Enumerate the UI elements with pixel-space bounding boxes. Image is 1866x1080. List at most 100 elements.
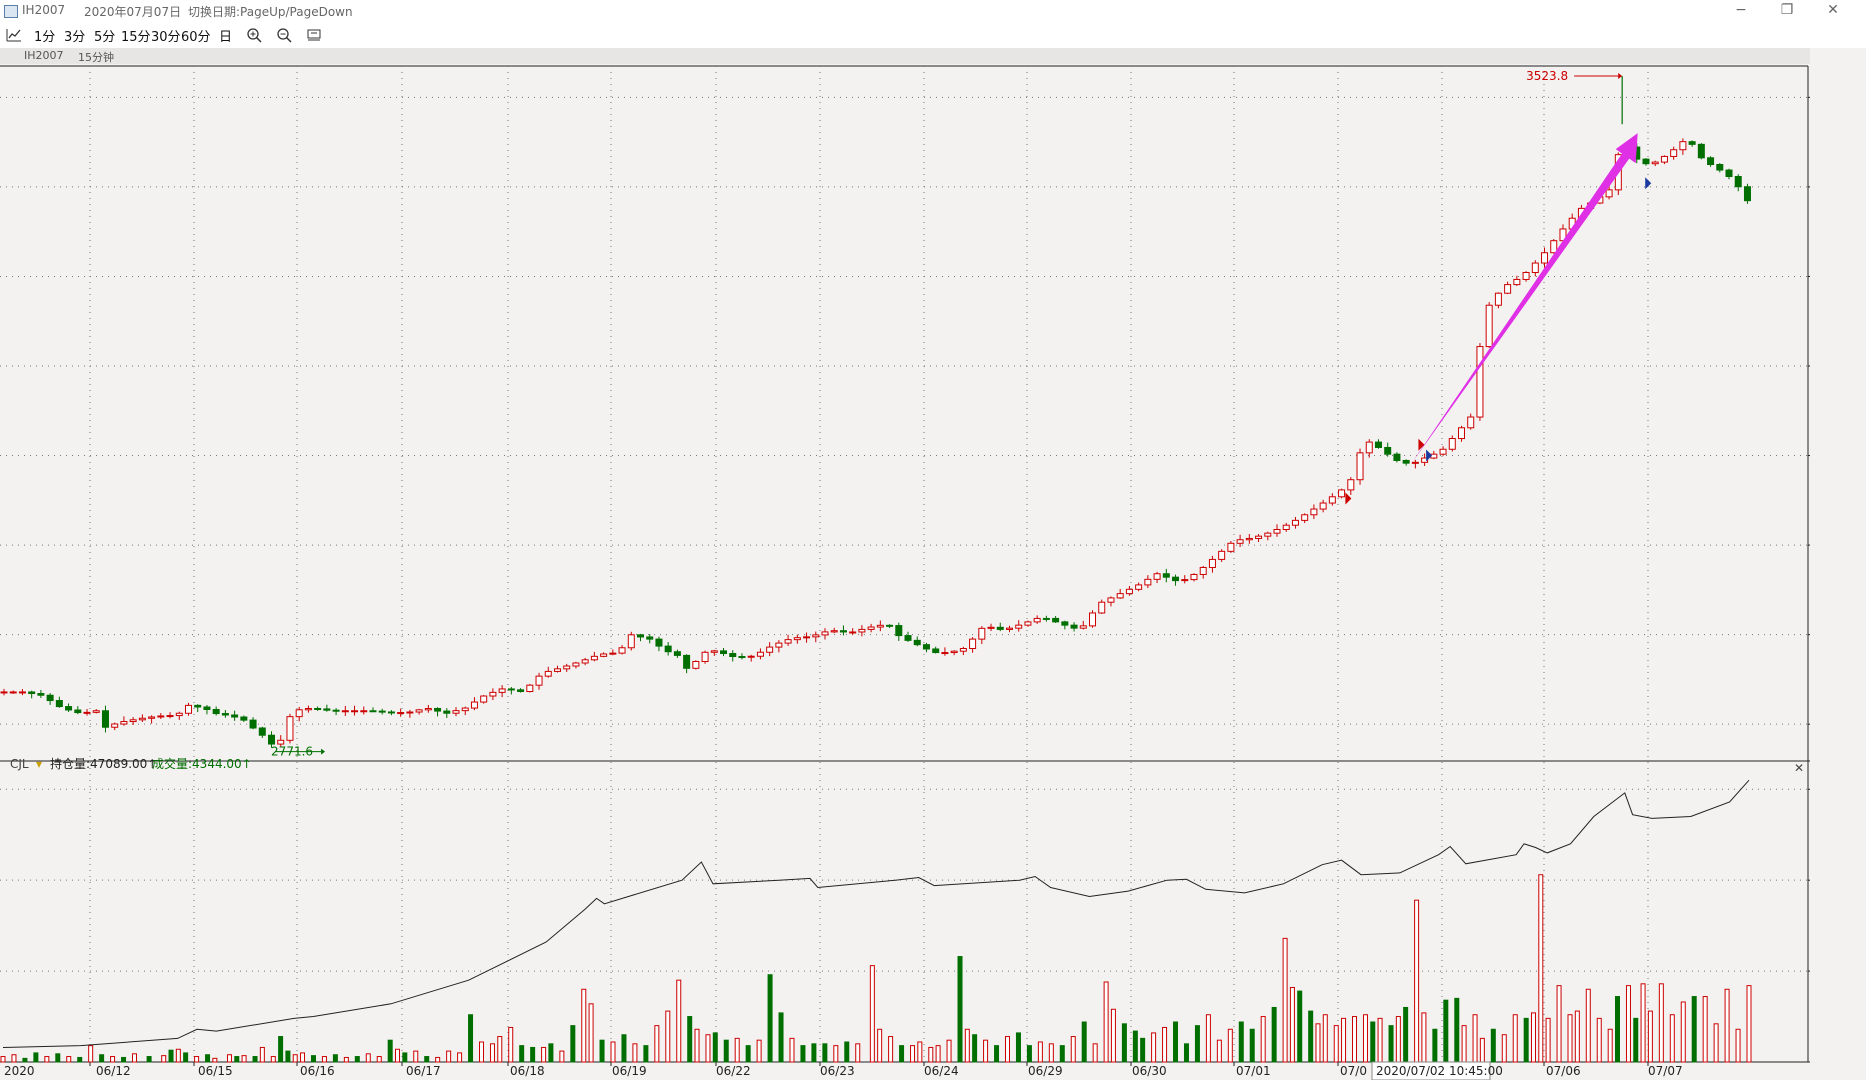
indicator-close-icon[interactable]: ✕ (1794, 761, 1804, 775)
candle-up (138, 717, 146, 721)
candle-up (424, 707, 432, 711)
candle-up (1605, 189, 1613, 198)
volume-bar-down (1173, 1021, 1179, 1063)
volume-bar-down (994, 1045, 1000, 1063)
candle-down (1734, 176, 1742, 188)
volume-bar-up (413, 1050, 419, 1063)
volume-bar-down (1297, 990, 1303, 1063)
right-scrollbar[interactable] (1858, 48, 1866, 1080)
volume-bar-down (723, 1039, 729, 1063)
volume-bars (0, 874, 1752, 1063)
x-tick-label: 06/24 (924, 1064, 959, 1078)
period-5m-button[interactable]: 5分 (94, 30, 116, 45)
zoom-in-icon[interactable] (246, 27, 262, 43)
x-tick-label: 07/07 (1648, 1064, 1683, 1078)
volume-bar-up (632, 1043, 638, 1063)
volume-bar-down (33, 1052, 39, 1063)
volume-bar-up (1647, 1010, 1653, 1063)
volume-bar-up (888, 1036, 894, 1063)
volume-bar-down (168, 1049, 174, 1063)
candle-up (1125, 588, 1133, 595)
candle-down (314, 707, 322, 710)
candle-down (221, 713, 229, 716)
candle-up (1467, 416, 1475, 429)
candle-up (1430, 453, 1438, 459)
volume-bar-up (194, 1056, 200, 1063)
candle-up (876, 624, 884, 628)
period-15m-button[interactable]: 15分 (121, 30, 151, 45)
volume-bar-up (1205, 1014, 1211, 1063)
indicator-dropdown-icon[interactable]: ▾ (36, 757, 42, 771)
candle-up (1513, 278, 1521, 286)
settings-icon[interactable] (306, 27, 322, 43)
restore-button[interactable]: ❐ (1780, 2, 1794, 18)
candle-down (1716, 164, 1724, 171)
period-day-button[interactable]: 日 (219, 30, 233, 45)
candle-up (1190, 573, 1198, 581)
volume-bar-up (705, 1034, 711, 1063)
volume-bar-down (205, 1054, 211, 1063)
zoom-out-icon[interactable] (276, 27, 292, 43)
volume-bar-down (1490, 1028, 1496, 1063)
candle-up (406, 711, 414, 714)
candle-down (1061, 621, 1069, 626)
volume-bar-up (1352, 1016, 1358, 1063)
candle-up (1273, 529, 1281, 534)
candle-up (1347, 479, 1355, 491)
candle-up (1208, 558, 1216, 568)
period-1m-button[interactable]: 1分 (34, 30, 56, 45)
volume-bar-up (1315, 1023, 1321, 1063)
candle-up (858, 628, 866, 633)
low-pointer-head (321, 748, 326, 755)
line-chart-icon[interactable] (6, 27, 22, 43)
candle-down (895, 625, 903, 637)
minimize-button[interactable]: − (1735, 2, 1747, 18)
period-3m-button[interactable]: 3分 (64, 30, 86, 45)
candlestick-chart[interactable]: 3500.03400.03300.03200.03100.03000.02900… (0, 0, 1810, 1080)
crosshair-time-label: 2020/07/02 10:45:00 (1376, 1064, 1503, 1078)
candle-up (498, 688, 506, 693)
candle-up (1015, 624, 1023, 629)
x-tick-label: 06/15 (198, 1064, 233, 1078)
candle-down (507, 688, 515, 691)
x-tick-label: 06/17 (406, 1064, 441, 1078)
volume-bar-down (621, 1034, 627, 1063)
volume-bar-up (321, 1056, 327, 1063)
candle-up (1282, 524, 1290, 531)
volume-bar-up (1151, 1032, 1157, 1063)
volume-bar-down (530, 1046, 536, 1063)
period-30m-button[interactable]: 30分 (151, 30, 181, 45)
candle-up (1448, 438, 1456, 450)
volume-bar-up (1216, 1039, 1222, 1063)
candle-up (627, 634, 635, 649)
candle-down (904, 635, 912, 641)
candle-up (1485, 304, 1493, 348)
indicator-name[interactable]: CJL (10, 757, 29, 771)
volume-bar-up (1414, 899, 1420, 1063)
volume-bar-up (1037, 1041, 1043, 1063)
volume-bar-up (435, 1056, 441, 1063)
candle-up (1005, 627, 1013, 630)
volume-bar-up (1680, 1001, 1686, 1063)
candle-up (9, 691, 17, 694)
close-button[interactable]: ✕ (1827, 2, 1839, 18)
volume-bar-up (446, 1050, 452, 1063)
candle-up (286, 716, 294, 741)
volume-bar-up (1092, 1043, 1098, 1063)
low-annotation: 2771.6 (271, 745, 313, 759)
candle-down (369, 710, 377, 713)
arrow-head (1615, 133, 1638, 164)
period-60m-button[interactable]: 60分 (181, 30, 211, 45)
candle-up (581, 659, 589, 664)
x-tick-label: 06/16 (300, 1064, 335, 1078)
candle-up (1421, 457, 1429, 463)
candle-down (637, 634, 645, 638)
volume-bar-up (1289, 986, 1295, 1063)
volume-bar-up (1556, 985, 1562, 1063)
candle-down (1052, 617, 1060, 623)
volume-bar-up (1658, 983, 1664, 1063)
candle-up (1135, 584, 1143, 590)
candle-up (692, 660, 700, 669)
candle-down (240, 716, 248, 721)
volume-bar-up (928, 1046, 934, 1063)
